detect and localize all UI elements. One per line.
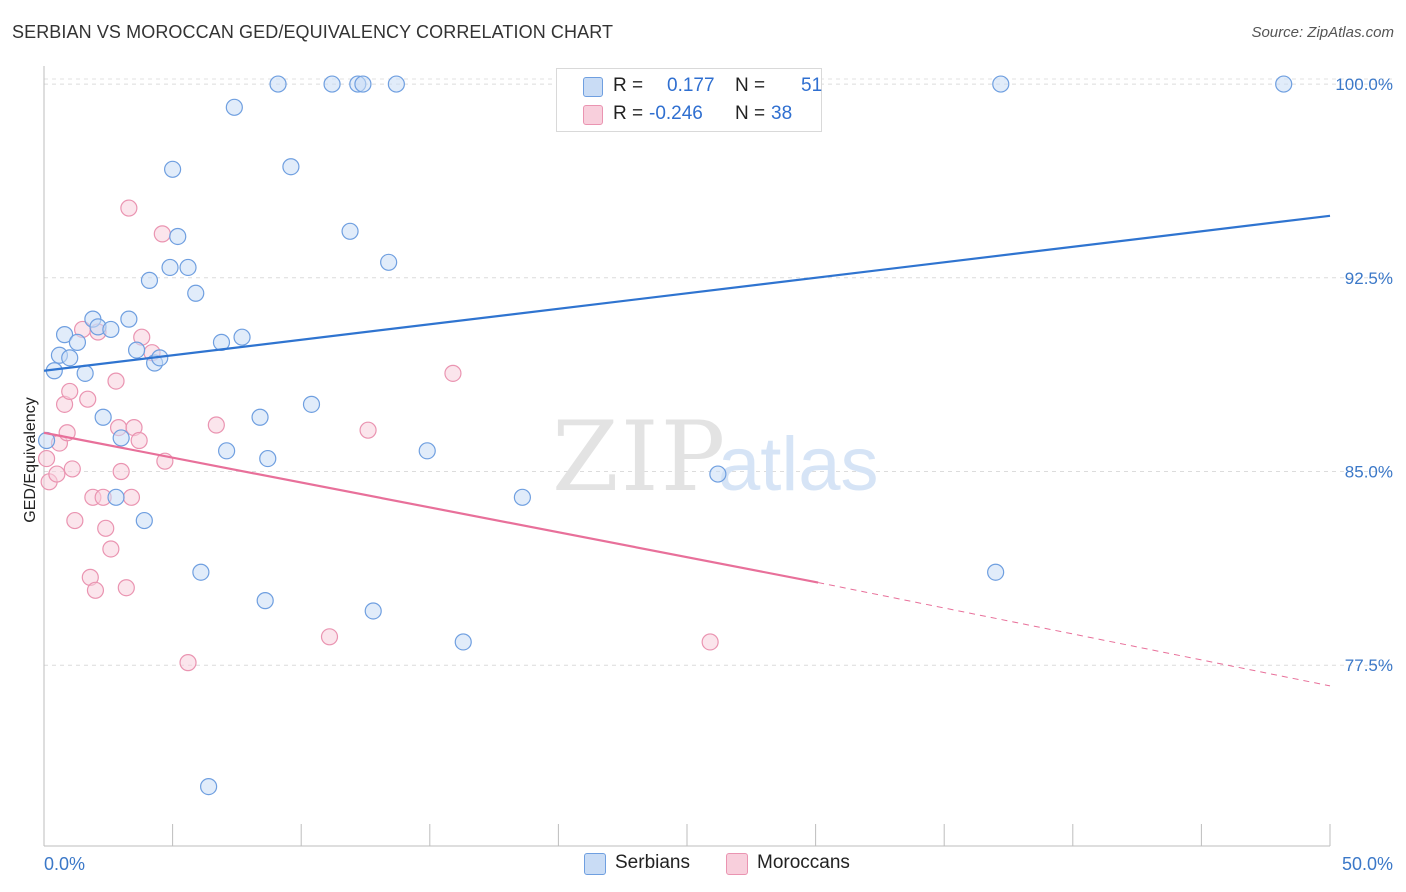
moroccans-point <box>117 579 135 597</box>
y-tick-label: 85.0% <box>1345 462 1393 481</box>
moroccans-point <box>444 364 462 382</box>
serbians-point <box>259 449 277 468</box>
serbians-point <box>269 75 287 93</box>
moroccans-point <box>359 421 377 439</box>
serbians-point <box>218 442 236 460</box>
serbians-point <box>187 284 205 302</box>
moroccans-point <box>320 628 339 646</box>
x-tick-label-min: 0.0% <box>44 854 85 874</box>
serbians-point <box>164 160 182 178</box>
serbians-point <box>120 310 138 328</box>
moroccans-point <box>37 449 56 468</box>
serbians-point <box>135 511 153 530</box>
moroccans-point <box>79 390 97 408</box>
watermark-atlas: atlas <box>718 422 879 507</box>
moroccans-point <box>130 431 148 450</box>
moroccans-point <box>153 225 171 243</box>
legend-r-label: R = <box>613 75 644 96</box>
x-tick-label-max: 50.0% <box>1342 854 1393 874</box>
serbians-point <box>200 777 218 796</box>
serbians-point <box>1275 75 1293 93</box>
legend-swatch-serbians <box>583 77 603 97</box>
serbians-point <box>418 442 436 460</box>
serbians-point <box>233 328 251 346</box>
source-label: Source: ZipAtlas.com <box>1251 24 1394 41</box>
legend-n-value-moroccans: 38 <box>771 103 793 124</box>
trend-lines <box>43 214 1331 687</box>
serbians-point <box>225 98 243 116</box>
serbians-point <box>192 563 210 581</box>
moroccans-point <box>86 581 105 599</box>
moroccans-point <box>66 511 84 530</box>
serbians-point <box>354 75 372 93</box>
serbians-point <box>364 602 382 620</box>
bottom-legend-label-serbians: Serbians <box>615 852 690 873</box>
bottom-legend-swatch-serbians <box>584 853 606 875</box>
watermark-zip: ZIP <box>552 401 727 513</box>
serbians-point <box>107 488 125 506</box>
moroccans-point <box>61 382 79 401</box>
serbians-point <box>112 429 130 447</box>
serbians-points <box>37 75 1293 796</box>
legend-r-value-serbians: 0.177 <box>667 75 715 96</box>
serbians-point <box>76 364 94 382</box>
moroccans-point <box>107 372 125 390</box>
bottom-legend-label-moroccans: Moroccans <box>757 852 850 873</box>
serbians-point <box>513 488 531 506</box>
moroccans-point <box>63 460 81 478</box>
y-tick-label: 92.5% <box>1345 269 1393 288</box>
y-axis-title: GED/Equivalency <box>22 397 39 522</box>
moroccans-point <box>207 416 225 434</box>
moroccans-point <box>179 654 197 672</box>
serbians-trend-line <box>43 214 1331 372</box>
legend-swatch-moroccans <box>583 105 603 125</box>
serbians-point <box>127 341 146 359</box>
serbians-point <box>61 349 79 367</box>
moroccans-points <box>37 199 719 672</box>
moroccans-point <box>701 633 719 651</box>
serbians-point <box>251 408 269 426</box>
serbians-point <box>55 326 74 344</box>
serbians-point <box>102 320 120 339</box>
y-tick-label: 77.5% <box>1345 656 1393 675</box>
serbians-point <box>140 271 159 289</box>
moroccans-point <box>97 519 115 537</box>
moroccans-point <box>122 488 141 506</box>
serbians-point <box>68 333 87 351</box>
serbians-point <box>387 75 405 93</box>
y-tick-labels: 77.5% 85.0% 92.5% 100.0% <box>1335 75 1393 675</box>
moroccans-point <box>112 462 130 481</box>
bottom-legend-swatch-moroccans <box>726 853 748 875</box>
moroccans-point <box>48 465 66 483</box>
serbians-point <box>256 592 274 610</box>
legend-n-label: N = <box>735 75 766 96</box>
moroccans-trend-extension <box>818 582 1331 687</box>
serbians-point <box>992 75 1010 93</box>
legend-r-label: R = <box>613 103 644 124</box>
serbians-point <box>380 253 398 271</box>
axes <box>43 66 1331 847</box>
serbians-point <box>454 633 472 651</box>
legend-r-value-moroccans: -0.246 <box>649 103 703 124</box>
moroccans-point <box>120 199 138 217</box>
legend-n-label: N = <box>735 103 766 124</box>
serbians-point <box>987 563 1005 581</box>
moroccans-trend-line <box>43 431 819 584</box>
moroccans-point <box>102 540 120 558</box>
serbians-point <box>161 258 179 277</box>
serbians-point <box>282 158 300 176</box>
legend-n-value-serbians: 51 <box>801 75 823 96</box>
serbians-point <box>323 75 341 93</box>
chart-title: SERBIAN VS MOROCCAN GED/EQUIVALENCY CORR… <box>12 22 614 42</box>
serbians-point <box>709 465 727 483</box>
grid-lines <box>44 78 1393 666</box>
serbians-point <box>94 408 112 426</box>
serbians-point <box>179 258 197 277</box>
y-tick-label: 100.0% <box>1335 75 1393 94</box>
serbians-point <box>302 395 321 413</box>
serbians-point <box>341 222 359 240</box>
correlation-legend: R = 0.177 N = 51 R = -0.246 N = 38 <box>556 68 822 132</box>
serbians-point <box>169 227 187 246</box>
